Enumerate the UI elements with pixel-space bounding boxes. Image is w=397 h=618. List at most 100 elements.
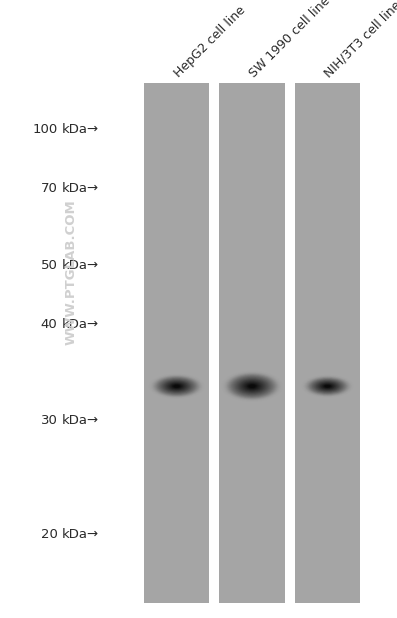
Ellipse shape [306,376,349,396]
Ellipse shape [154,376,199,397]
Ellipse shape [241,381,263,392]
Text: 70: 70 [40,182,58,195]
Text: 20: 20 [40,528,58,541]
Ellipse shape [303,375,353,397]
Text: 50: 50 [40,259,58,273]
Ellipse shape [225,373,279,400]
Ellipse shape [235,378,269,395]
Text: kDa→: kDa→ [62,123,99,137]
Ellipse shape [224,372,280,400]
Ellipse shape [249,384,255,388]
Ellipse shape [227,373,277,399]
Text: 100: 100 [32,123,58,137]
Ellipse shape [169,383,185,390]
Ellipse shape [324,385,331,387]
Ellipse shape [311,379,344,394]
Text: kDa→: kDa→ [62,182,99,195]
Ellipse shape [319,383,336,390]
Text: NIH/3T3 cell line: NIH/3T3 cell line [322,0,397,80]
Ellipse shape [157,378,196,395]
Ellipse shape [167,382,187,391]
Ellipse shape [245,383,259,390]
Bar [295,83,360,603]
Ellipse shape [242,381,262,391]
Ellipse shape [235,378,270,395]
Ellipse shape [315,381,340,392]
Ellipse shape [229,375,275,398]
Ellipse shape [303,376,352,397]
Ellipse shape [233,376,272,396]
Text: kDa→: kDa→ [62,413,99,427]
Ellipse shape [161,379,193,394]
Ellipse shape [156,377,197,396]
Ellipse shape [308,378,347,395]
Ellipse shape [172,384,181,388]
Ellipse shape [305,376,350,396]
Text: 40: 40 [41,318,58,331]
Ellipse shape [320,383,335,389]
Ellipse shape [239,379,266,393]
Ellipse shape [168,382,185,391]
Text: WWW.PTGLAB.COM: WWW.PTGLAB.COM [65,199,78,345]
Ellipse shape [246,383,258,389]
Ellipse shape [162,379,192,393]
Ellipse shape [156,377,198,396]
Ellipse shape [174,385,179,387]
Ellipse shape [234,377,270,396]
Ellipse shape [325,385,330,387]
Ellipse shape [248,384,256,388]
Ellipse shape [317,381,338,391]
Ellipse shape [173,384,180,388]
Ellipse shape [312,379,343,393]
Ellipse shape [237,378,268,394]
Ellipse shape [171,384,182,389]
Ellipse shape [243,382,261,391]
Ellipse shape [158,378,195,394]
Ellipse shape [321,383,334,389]
Ellipse shape [155,376,198,396]
Ellipse shape [162,380,191,392]
Ellipse shape [322,384,333,389]
Ellipse shape [314,380,341,392]
Ellipse shape [226,373,278,399]
Ellipse shape [316,381,339,391]
Ellipse shape [164,381,189,392]
Ellipse shape [223,371,281,401]
Ellipse shape [165,381,188,391]
Ellipse shape [244,382,260,391]
Text: HepG2 cell line: HepG2 cell line [172,4,248,80]
Ellipse shape [322,384,333,389]
Ellipse shape [170,383,184,389]
Ellipse shape [314,381,341,392]
Ellipse shape [304,376,351,397]
Bar [144,83,210,603]
Ellipse shape [151,375,202,397]
Ellipse shape [231,376,274,397]
Bar [219,83,285,603]
Ellipse shape [323,384,332,388]
Ellipse shape [306,377,349,396]
Ellipse shape [170,383,183,389]
Ellipse shape [153,376,200,397]
Ellipse shape [309,378,346,394]
Ellipse shape [152,375,201,397]
Ellipse shape [310,378,345,394]
Ellipse shape [159,378,194,394]
Ellipse shape [230,375,274,397]
Ellipse shape [164,380,190,392]
Ellipse shape [166,381,187,391]
Text: kDa→: kDa→ [62,259,99,273]
Ellipse shape [307,378,348,395]
Ellipse shape [150,375,203,398]
Ellipse shape [237,379,267,394]
Ellipse shape [232,376,272,397]
Text: SW 1990 cell line: SW 1990 cell line [247,0,333,80]
Text: kDa→: kDa→ [62,318,99,331]
Ellipse shape [222,371,282,401]
Ellipse shape [313,380,342,392]
Text: 30: 30 [40,413,58,427]
Ellipse shape [239,380,265,392]
Ellipse shape [318,382,337,391]
Ellipse shape [318,383,337,390]
Ellipse shape [228,374,276,399]
